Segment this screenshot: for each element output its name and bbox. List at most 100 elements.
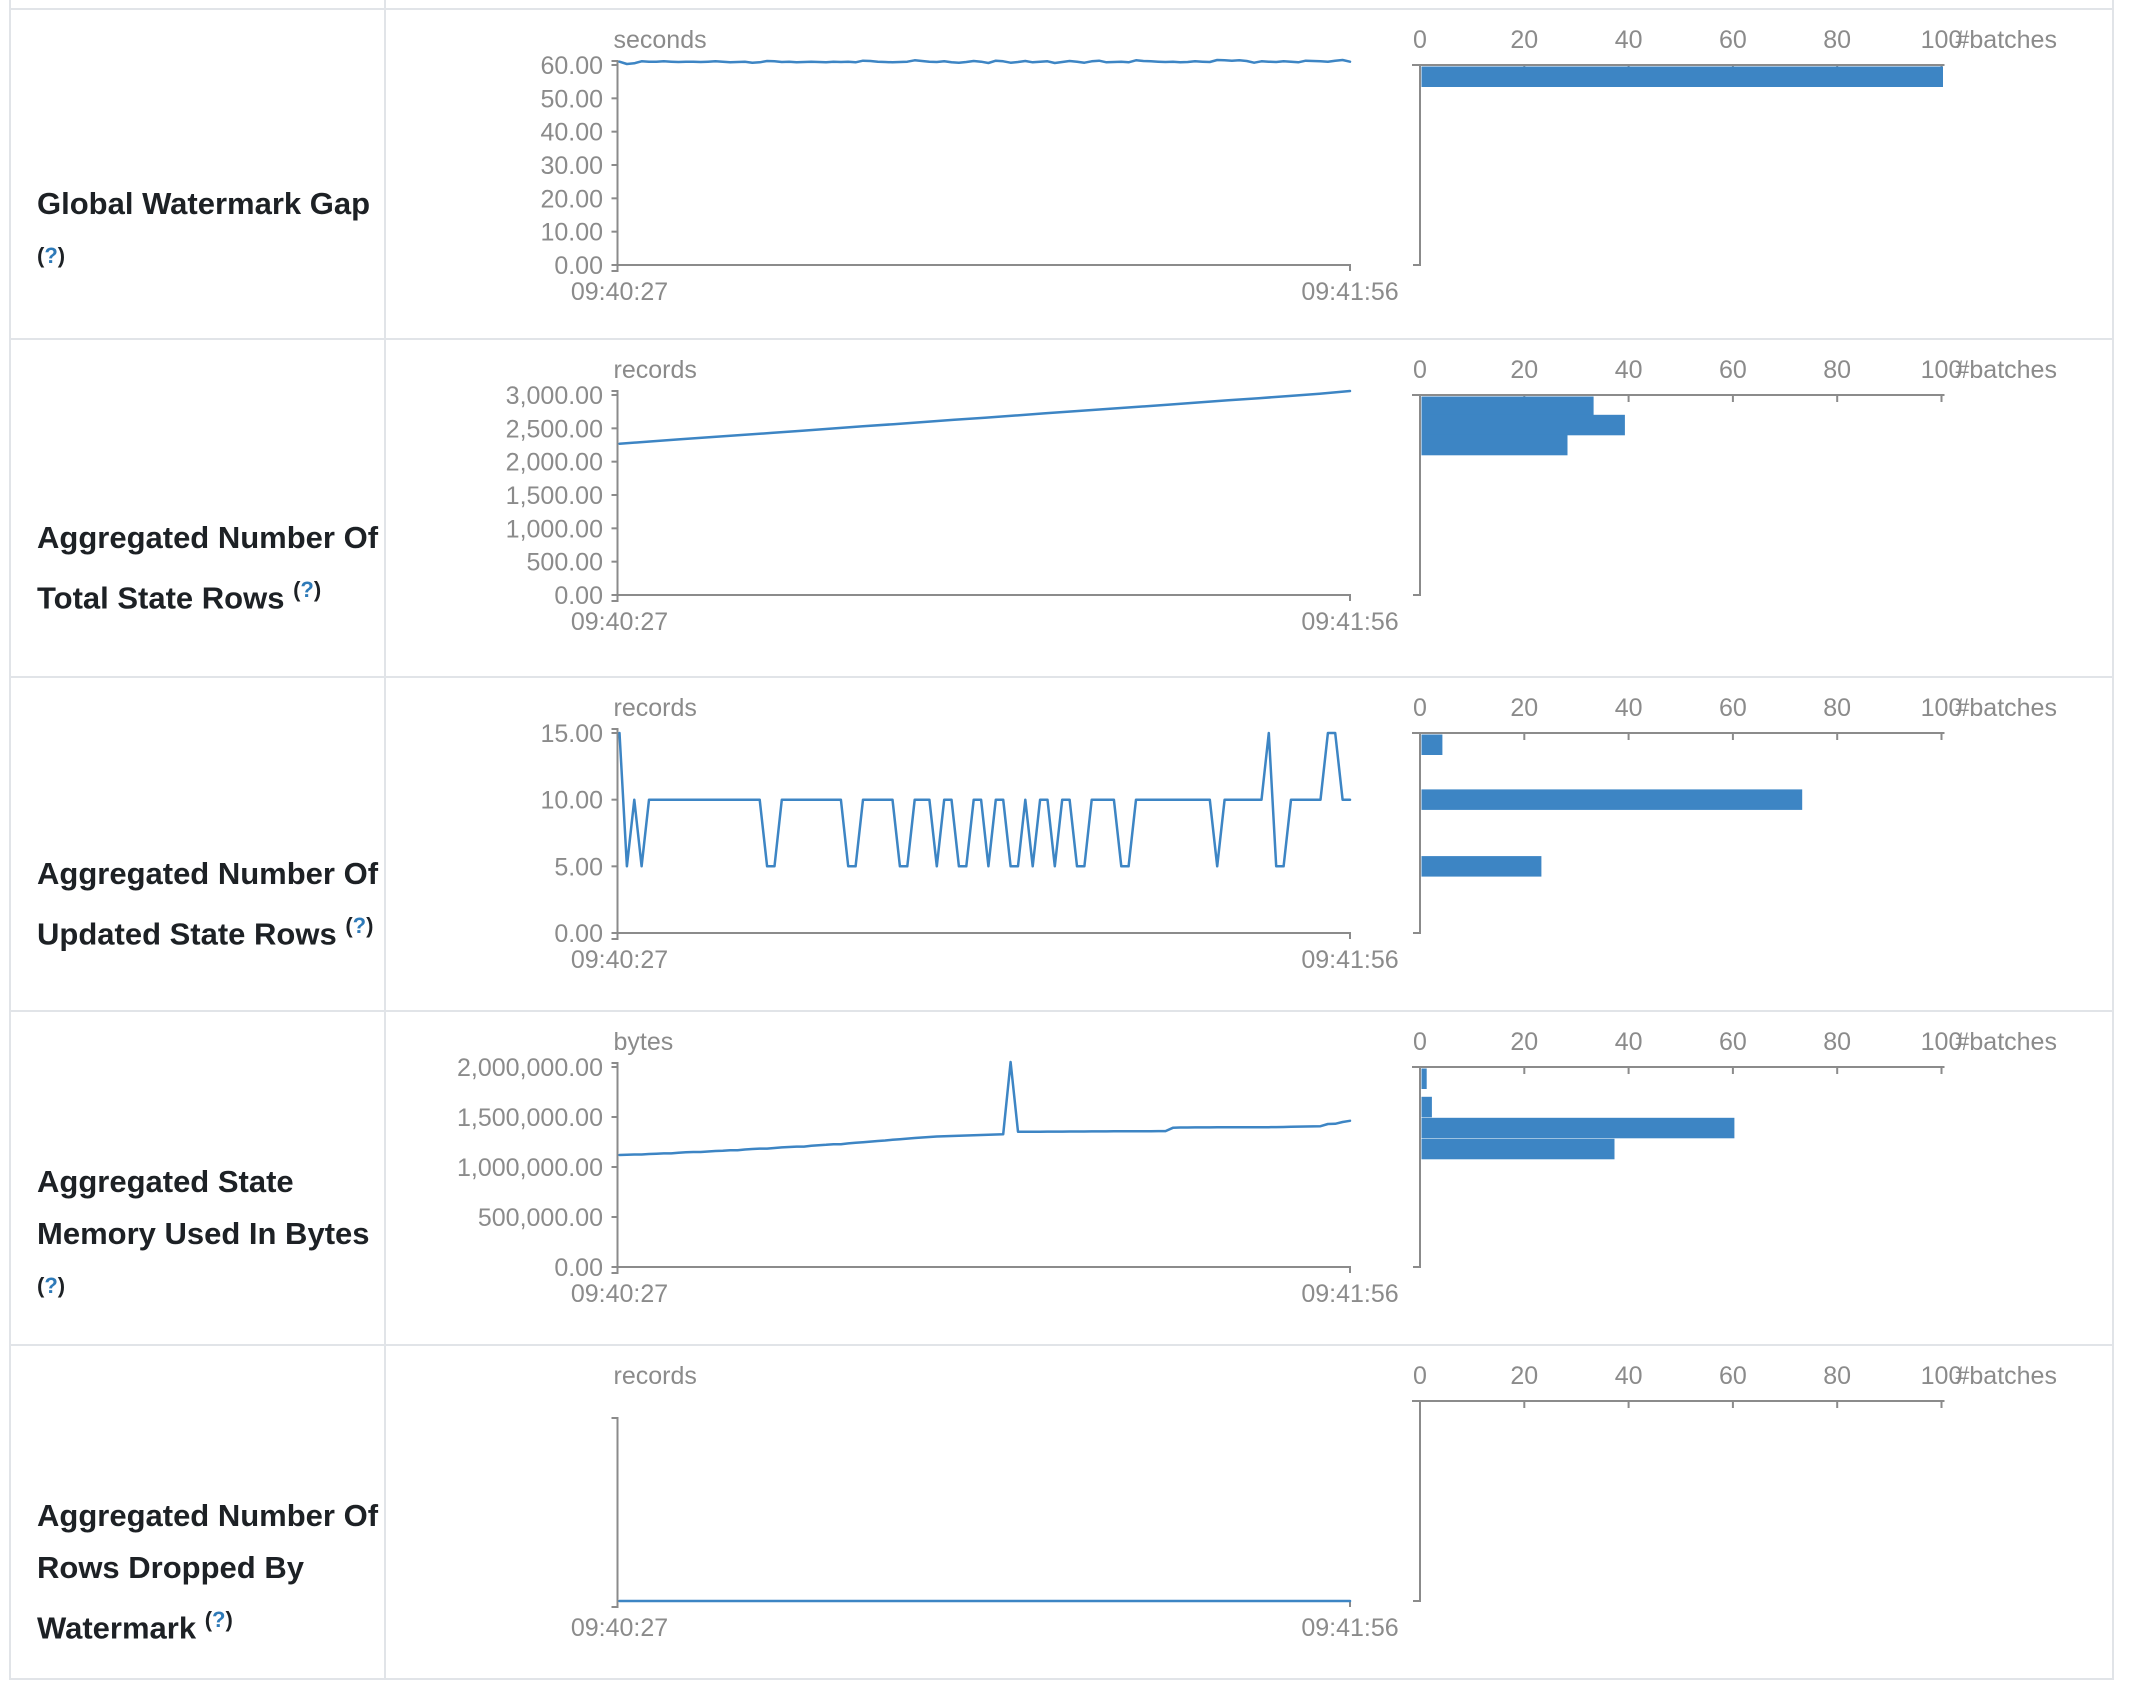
- timeline-and-histogram-aggregated-total-state-rows: records 3,000.00 2,500.00 2,000.00 1,500.00 1…: [506, 356, 2057, 636]
- metric-label-line: Rows Dropped By: [37, 1549, 304, 1585]
- x-axis-end-time: 09:41:56: [1301, 608, 1398, 636]
- y-tick-label: 10.00: [540, 787, 603, 815]
- metric-label-line: Aggregated Number Of: [37, 1497, 379, 1533]
- y-tick-label: 3,000.00: [506, 382, 603, 410]
- batch-tick-label: 80: [1823, 1028, 1851, 1056]
- streaming-statistics-table: Global Watermark Gap (?) seconds 60.00 50.00…: [9, 0, 2114, 1680]
- batch-tick-label: 60: [1719, 694, 1747, 722]
- batch-tick-label: 20: [1510, 1362, 1538, 1390]
- histogram-bar: [1421, 1138, 1615, 1160]
- y-axis-unit-label: records: [614, 1362, 697, 1390]
- metric-label-line: Aggregated State: [37, 1163, 294, 1199]
- batches-unit-label: #batches: [1956, 1362, 2057, 1390]
- help-question-mark: ?: [300, 576, 314, 602]
- metric-label-line: (?): [37, 1260, 378, 1320]
- help-link[interactable]: (?): [293, 576, 322, 602]
- metric-label-line: Memory Used In Bytes: [37, 1215, 370, 1251]
- metric-row-global-watermark-gap: Global Watermark Gap (?) seconds 60.00 50.00…: [11, 8, 2112, 338]
- y-tick-label: 500.00: [527, 549, 603, 577]
- metric-label-line: Aggregated Number Of: [37, 855, 379, 891]
- y-tick-label: 1,000,000.00: [457, 1154, 603, 1182]
- y-tick-label: 2,000,000.00: [457, 1054, 603, 1082]
- batch-tick-label: 60: [1719, 26, 1747, 54]
- histogram-bar: [1421, 1096, 1432, 1118]
- metric-rows-container: Global Watermark Gap (?) seconds 60.00 50.00…: [11, 8, 2112, 1678]
- y-tick-label: 10.00: [540, 219, 603, 247]
- batch-tick-label: 100: [1921, 356, 1963, 384]
- y-tick-label: 15.00: [540, 720, 603, 748]
- batch-tick-label: 20: [1510, 1028, 1538, 1056]
- help-question-mark: ?: [44, 1272, 58, 1298]
- help-question-mark: ?: [212, 1606, 226, 1632]
- y-tick-label: 1,500.00: [506, 482, 603, 510]
- batches-unit-label: #batches: [1956, 26, 2057, 54]
- batch-tick-label: 60: [1719, 1028, 1747, 1056]
- y-axis-unit-label: bytes: [614, 1028, 674, 1056]
- timeline-and-histogram-global-watermark-gap: seconds 60.00 50.00 40.00 30.00 20.00 10.00 0.0…: [540, 26, 2057, 306]
- timeline-series-line: [618, 389, 1352, 445]
- metric-label-aggregated-updated-state-rows: Aggregated Number Of Updated State Rows (…: [11, 678, 386, 1010]
- y-tick-label: 5.00: [554, 853, 603, 881]
- batch-tick-label: 40: [1615, 356, 1643, 384]
- metric-row-aggregated-updated-state-rows: Aggregated Number Of Updated State Rows (…: [11, 676, 2112, 1010]
- help-link[interactable]: (?): [37, 242, 66, 268]
- help-link[interactable]: (?): [37, 1272, 66, 1298]
- timeline-series-line: [618, 731, 1352, 868]
- batch-tick-label: 60: [1719, 356, 1747, 384]
- metric-label-aggregated-rows-dropped-by-watermark: Aggregated Number Of Rows Dropped By Water…: [11, 1346, 386, 1678]
- y-tick-label: 0.00: [554, 920, 603, 948]
- batch-tick-label: 0: [1413, 694, 1427, 722]
- metric-label-global-watermark-gap: Global Watermark Gap (?): [11, 10, 386, 338]
- x-axis-start-time: 09:40:27: [571, 608, 668, 636]
- batch-tick-label: 40: [1615, 694, 1643, 722]
- metric-label-aggregated-total-state-rows: Aggregated Number Of Total State Rows (?): [11, 340, 386, 676]
- batch-tick-label: 80: [1823, 356, 1851, 384]
- timeline-series-line: [618, 1060, 1352, 1157]
- previous-row-chart-cell: [386, 0, 2112, 8]
- y-tick-label: 2,000.00: [506, 449, 603, 477]
- batch-tick-label: 40: [1615, 1028, 1643, 1056]
- y-tick-label: 0.00: [554, 582, 603, 610]
- batch-tick-label: 80: [1823, 1362, 1851, 1390]
- metric-label-line: Total State Rows (?): [37, 576, 322, 616]
- metric-row-aggregated-rows-dropped-by-watermark: Aggregated Number Of Rows Dropped By Water…: [11, 1344, 2112, 1678]
- y-tick-label: 1,000.00: [506, 515, 603, 543]
- y-tick-label: 40.00: [540, 119, 603, 147]
- timeline-and-histogram-aggregated-rows-dropped-by-watermark: records 09:40:27 09:41:56 0 20 40 60 80 100#batc…: [571, 1362, 2057, 1642]
- histogram-bar: [1421, 66, 1943, 87]
- batch-tick-label: 100: [1921, 1028, 1963, 1056]
- batch-tick-label: 100: [1921, 26, 1963, 54]
- timeline-series-line: [618, 58, 1352, 66]
- histogram-bar: [1421, 1068, 1427, 1089]
- metric-charts-aggregated-total-state-rows: records 3,000.00 2,500.00 2,000.00 1,500.00 1…: [386, 340, 2112, 676]
- metric-row-aggregated-state-memory-used: Aggregated State Memory Used In Bytes (?) b…: [11, 1010, 2112, 1344]
- batch-tick-label: 40: [1615, 1362, 1643, 1390]
- x-axis-start-time: 09:40:27: [571, 1280, 668, 1308]
- batches-unit-label: #batches: [1956, 356, 2057, 384]
- histogram-bar: [1421, 734, 1443, 755]
- help-link[interactable]: (?): [345, 912, 374, 938]
- y-tick-label: 50.00: [540, 85, 603, 113]
- x-axis-start-time: 09:40:27: [571, 278, 668, 306]
- batch-tick-label: 0: [1413, 356, 1427, 384]
- batch-tick-label: 80: [1823, 26, 1851, 54]
- metric-charts-aggregated-updated-state-rows: records 15.00 10.00 5.00 0.00 09:40:27 09:41:5…: [386, 678, 2112, 1010]
- help-question-mark: ?: [44, 242, 58, 268]
- y-tick-label: 20.00: [540, 185, 603, 213]
- y-tick-label: 0.00: [554, 1254, 603, 1282]
- batch-tick-label: 100: [1921, 694, 1963, 722]
- batches-unit-label: #batches: [1956, 694, 2057, 722]
- help-link[interactable]: (?): [204, 1606, 233, 1632]
- y-tick-label: 60.00: [540, 52, 603, 80]
- batch-tick-label: 60: [1719, 1362, 1747, 1390]
- metric-charts-aggregated-rows-dropped-by-watermark: records 09:40:27 09:41:56 0 20 40 60 80 100 #batc…: [386, 1346, 2112, 1678]
- batch-tick-label: 20: [1510, 26, 1538, 54]
- histogram-bar: [1421, 856, 1542, 877]
- batch-tick-label: 100: [1921, 1362, 1963, 1390]
- metric-row-aggregated-total-state-rows: Aggregated Number Of Total State Rows (?)…: [11, 338, 2112, 676]
- y-axis-unit-label: records: [614, 694, 697, 722]
- batch-tick-label: 0: [1413, 26, 1427, 54]
- metric-charts-global-watermark-gap: seconds 60.00 50.00 40.00 30.00 20.00 10.00 0.0…: [386, 10, 2112, 338]
- metric-charts-aggregated-state-memory-used: bytes 2,000,000.00 1,500,000.00 1,000,000.0…: [386, 1012, 2112, 1344]
